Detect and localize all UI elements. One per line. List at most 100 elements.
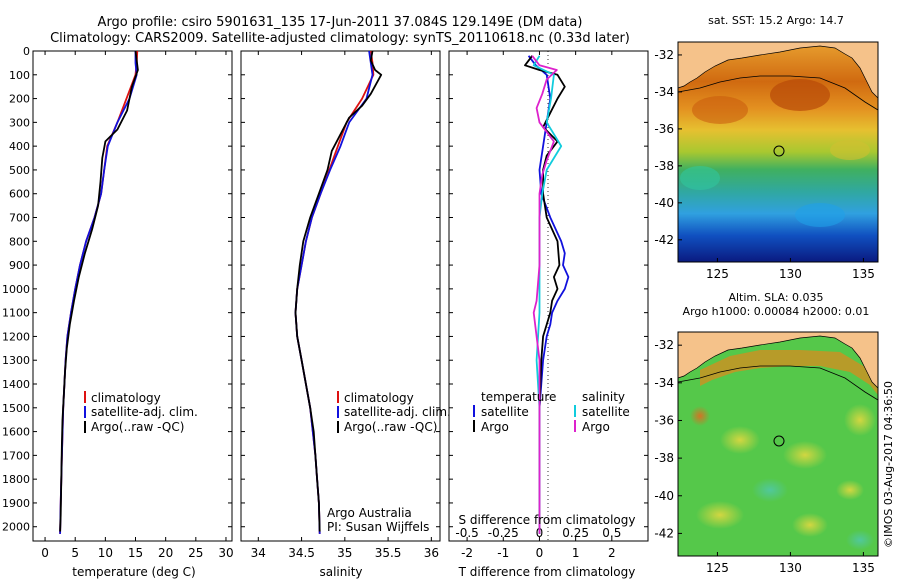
sla-map-title-line2: Argo h1000: 0.00084 h2000: 0.01 [683, 305, 870, 318]
x-tick-label: 15 [128, 546, 143, 560]
temperature-legend: climatology satellite-adj. clim. Argo(..… [84, 391, 198, 434]
map-y-tick-label: -38 [654, 451, 674, 465]
sla-high-patch [836, 480, 864, 500]
sst-map-title: sat. SST: 15.2 Argo: 14.7 [708, 14, 844, 27]
y-tick-label: 1800 [2, 473, 30, 486]
sst-map-ticks: 125 130 135 -32 -34 -36 -38 -40 -42 [654, 48, 874, 281]
map-y-tick-label: -32 [654, 48, 674, 62]
sst-argo-location-marker [773, 145, 785, 157]
legend-label-s-argo: Argo [582, 420, 610, 434]
sst-cool-patch [795, 203, 845, 227]
map-y-tick-label: -36 [654, 413, 674, 427]
map-x-tick-label: 135 [852, 267, 875, 281]
map-y-tick-label: -36 [654, 122, 674, 136]
temperature-xlabel: temperature (deg C) [72, 565, 195, 579]
difference-xlabel: T difference from climatology [458, 565, 636, 579]
sst-depth-contour [677, 75, 879, 111]
sla-coastal-high-band [700, 350, 878, 395]
sst-warm-patch [692, 96, 748, 124]
x-tick-label: 35 [337, 546, 352, 560]
y-tick-label: 300 [9, 116, 30, 129]
map-y-tick-label: -34 [654, 376, 674, 390]
sst-cool-patch [680, 166, 720, 190]
sla-low-patch [752, 478, 788, 502]
sla-high-patch [720, 426, 760, 454]
sla-map-frame [677, 331, 879, 557]
salinity-panel-frame [240, 50, 441, 542]
y-tick-label: 1200 [2, 330, 30, 343]
map-y-tick-label: -42 [654, 233, 674, 247]
salinity-axes: 34 34.5 35 35.5 36 [241, 50, 440, 560]
y-tick-label: 1700 [2, 449, 30, 462]
y-tick-label: 1900 [2, 497, 30, 510]
map-x-tick-label: 125 [706, 561, 729, 575]
x2-tick-label: 0.25 [562, 526, 589, 540]
x-tick-label: 20 [158, 546, 173, 560]
legend-heading-temperature: temperature [481, 390, 556, 404]
sla-land-australia [677, 331, 879, 389]
map-y-tick-label: -34 [654, 85, 674, 99]
sst-map-frame [677, 41, 879, 263]
x-tick-label: -2 [461, 546, 473, 560]
timestamp-stamp: ©IMOS 03-Aug-2017 04:36:50 [882, 381, 895, 548]
sla-high-patch [783, 441, 827, 469]
legend-label-t-satellite: satellite [481, 405, 529, 419]
temperature-profile-lines [59, 50, 139, 534]
map-y-tick-label: -40 [654, 489, 674, 503]
y-tick-label: 700 [9, 212, 30, 225]
x-tick-label: 2 [608, 546, 616, 560]
difference-x2label: S difference from climatology [459, 513, 636, 527]
series-line-argo-raw-qc [59, 50, 139, 532]
salinity-xlabel: salinity [319, 565, 362, 579]
y-tick-label: 100 [9, 69, 30, 82]
y-tick-label: 1400 [2, 378, 30, 391]
series-line-argo-raw-qc [294, 50, 383, 532]
figure-title-line2: Climatology: CARS2009. Satellite-adjuste… [50, 31, 630, 46]
sla-high-patch [696, 501, 744, 529]
credit-line1: Argo Australia [327, 506, 412, 520]
x-tick-label: 34 [251, 546, 266, 560]
x2-tick-label: -0.25 [488, 526, 519, 540]
map-y-tick-label: -40 [654, 196, 674, 210]
y-tick-label: 1100 [2, 307, 30, 320]
x-tick-label: 1 [572, 546, 580, 560]
legend-label-s-satellite: satellite [582, 405, 630, 419]
y-tick-label: 900 [9, 259, 30, 272]
y-tick-label: 800 [9, 235, 30, 248]
temperature-axes: 0100200300400500600700800900100011001200… [2, 45, 234, 560]
y-tick-label: 400 [9, 140, 30, 153]
sla-map [677, 331, 879, 557]
legend-label-t-argo: Argo [481, 420, 509, 434]
x-tick-label: 25 [188, 546, 203, 560]
x-tick-label: 36 [424, 546, 439, 560]
x-tick-label: 0 [41, 546, 49, 560]
y-tick-label: 0 [23, 45, 30, 58]
series-line-t-argo [524, 55, 566, 534]
credit-line2: PI: Susan Wijffels [327, 520, 429, 534]
map-x-tick-label: 135 [852, 561, 875, 575]
x-tick-label: 35.5 [375, 546, 402, 560]
y-tick-label: 1600 [2, 426, 30, 439]
sla-high-patch [690, 406, 710, 426]
y-tick-label: 500 [9, 164, 30, 177]
x-tick-label: -1 [497, 546, 509, 560]
salinity-legend: climatology satellite-adj. clim. Argo(..… [337, 391, 451, 434]
y-tick-label: 1000 [2, 283, 30, 296]
x2-tick-label: 0.5 [602, 526, 621, 540]
y-tick-label: 1500 [2, 402, 30, 415]
x2-tick-label: -0.5 [455, 526, 478, 540]
difference-profile-lines [524, 55, 570, 534]
y-tick-label: 200 [9, 93, 30, 106]
x-tick-label: 30 [218, 546, 233, 560]
sla-high-patch [844, 404, 876, 436]
x-tick-label: 0 [536, 546, 544, 560]
y-tick-label: 1300 [2, 354, 30, 367]
legend-label-satellite-adj: satellite-adj. clim. [344, 405, 451, 419]
y-tick-label: 600 [9, 188, 30, 201]
sla-map-title-line1: Altim. SLA: 0.035 [728, 291, 823, 304]
sla-argo-location-marker [773, 435, 785, 447]
temperature-panel-frame [32, 50, 233, 542]
sla-map-ticks: 125 130 135 -32 -34 -36 -38 -40 -42 [654, 338, 874, 575]
legend-label-satellite-adj: satellite-adj. clim. [91, 405, 198, 419]
